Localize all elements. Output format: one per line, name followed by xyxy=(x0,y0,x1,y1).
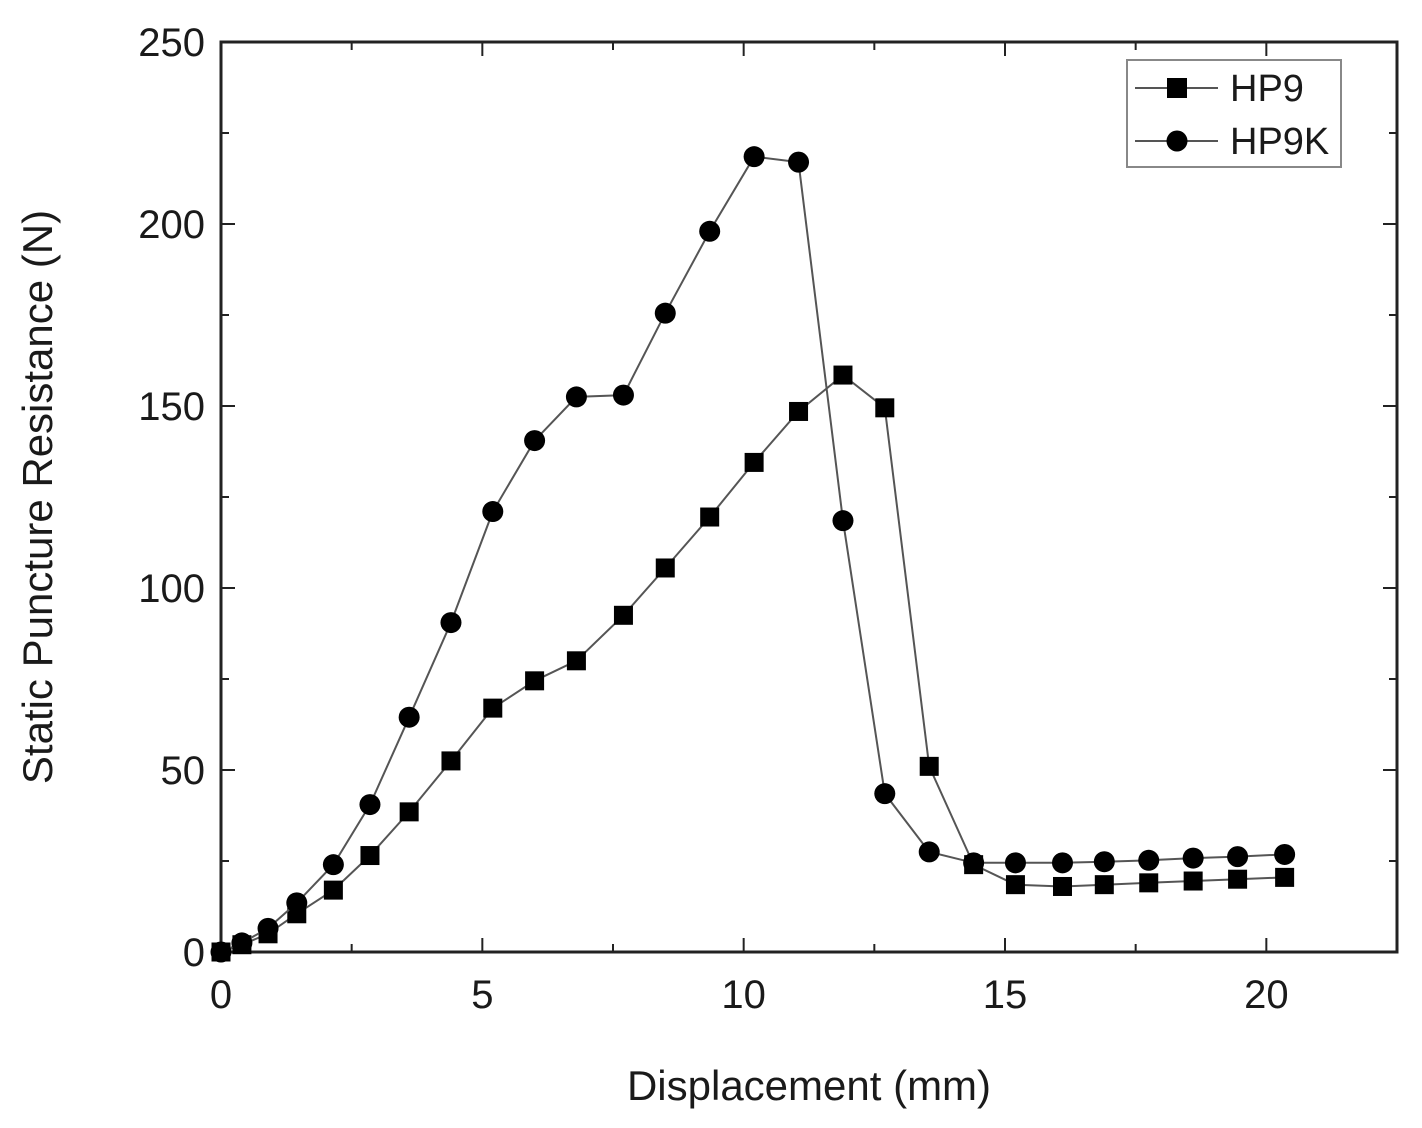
y-tick-label: 0 xyxy=(183,931,205,975)
data-point-hp9 xyxy=(1139,873,1159,893)
plot-frame xyxy=(219,40,1399,954)
legend-label-hp9k: HP9K xyxy=(1230,121,1329,163)
x-tick-label: 20 xyxy=(1244,973,1289,1017)
data-point-hp9k xyxy=(565,386,587,408)
data-point-hp9 xyxy=(613,605,633,625)
data-point-hp9 xyxy=(1183,871,1203,891)
data-point-hp9k xyxy=(482,501,504,523)
data-point-hp9k xyxy=(654,302,676,324)
data-point-hp9 xyxy=(483,698,503,718)
data-point-hp9 xyxy=(399,802,419,822)
data-point-hp9k xyxy=(918,841,940,863)
x-axis: 0 5 10 15 20 xyxy=(210,42,1398,1017)
data-point-hp9 xyxy=(919,756,939,776)
data-point-hp9 xyxy=(700,507,720,527)
y-tick-label: 150 xyxy=(138,385,205,429)
data-point-hp9k xyxy=(1227,846,1249,868)
y-axis: 0 50 100 150 200 250 xyxy=(138,21,1397,975)
data-point-hp9k xyxy=(1093,851,1115,873)
data-point-hp9 xyxy=(1228,869,1248,889)
y-tick-label: 50 xyxy=(161,749,206,793)
data-point-hp9k xyxy=(788,151,810,173)
data-point-hp9 xyxy=(441,751,461,771)
x-tick-label: 10 xyxy=(721,973,766,1017)
data-point-hp9k xyxy=(612,384,634,406)
data-point-hp9 xyxy=(360,846,380,866)
data-point-hp9k xyxy=(699,220,721,242)
data-point-hp9k xyxy=(874,783,896,805)
x-tick-label: 0 xyxy=(210,973,232,1017)
data-point-hp9 xyxy=(1052,876,1072,896)
data-point-hp9 xyxy=(875,398,895,418)
data-point-hp9 xyxy=(1094,875,1114,895)
data-point-hp9k xyxy=(1004,852,1026,874)
legend-label-hp9: HP9 xyxy=(1230,68,1304,110)
data-point-hp9 xyxy=(323,880,343,900)
data-point-hp9 xyxy=(744,452,764,472)
data-point-hp9k xyxy=(1138,849,1160,871)
y-tick-label: 100 xyxy=(138,567,205,611)
x-tick-label: 15 xyxy=(983,973,1028,1017)
data-point-hp9k xyxy=(359,794,381,816)
data-point-hp9k xyxy=(231,932,253,954)
data-point-hp9 xyxy=(566,651,586,671)
y-tick-label: 200 xyxy=(138,203,205,247)
data-point-hp9k xyxy=(524,430,546,452)
series-layer xyxy=(210,146,1296,963)
legend-box xyxy=(1126,59,1342,168)
data-point-hp9 xyxy=(833,365,853,385)
data-point-hp9k xyxy=(1051,852,1073,874)
data-point-hp9k xyxy=(1182,847,1204,869)
legend-marker-hp9k xyxy=(1166,130,1188,152)
legend-marker-hp9 xyxy=(1167,78,1187,98)
data-point-hp9 xyxy=(789,401,809,421)
data-point-hp9k xyxy=(440,612,462,634)
data-point-hp9 xyxy=(525,671,545,691)
data-point-hp9k xyxy=(1274,843,1296,865)
x-axis-title: Displacement (mm) xyxy=(627,1062,991,1109)
data-point-hp9 xyxy=(655,558,675,578)
data-point-hp9k xyxy=(322,854,344,876)
data-point-hp9 xyxy=(1275,867,1295,887)
data-point-hp9k xyxy=(210,941,232,963)
x-tick-label: 5 xyxy=(471,973,493,1017)
data-point-hp9k xyxy=(743,146,765,168)
series-line-hp9k xyxy=(220,155,1285,953)
legend: HP9 HP9K xyxy=(1126,59,1342,168)
y-tick-label: 250 xyxy=(138,21,205,65)
data-point-hp9k xyxy=(832,510,854,532)
data-point-hp9k xyxy=(286,892,308,914)
y-axis-title: Static Puncture Resistance (N) xyxy=(14,210,61,784)
data-point-hp9k xyxy=(963,852,985,874)
data-point-hp9k xyxy=(398,706,420,728)
data-point-hp9 xyxy=(1005,875,1025,895)
data-point-hp9k xyxy=(257,917,279,939)
